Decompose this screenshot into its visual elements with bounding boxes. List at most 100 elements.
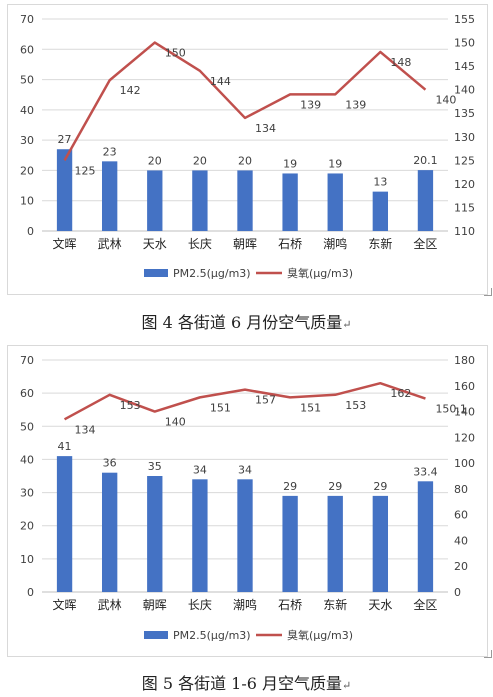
y-left-tick-label: 70 xyxy=(20,13,34,26)
caption-text: 图 4 各街道 6 月份空气质量 xyxy=(141,313,343,332)
x-tick-label: 长庆 xyxy=(188,598,212,612)
x-tick-label: 长庆 xyxy=(188,237,212,251)
bar xyxy=(327,495,343,592)
bar xyxy=(327,173,343,231)
y-left-tick-label: 60 xyxy=(20,387,34,400)
legend-swatch-pm25 xyxy=(144,631,168,639)
bar-data-label: 13 xyxy=(373,176,387,189)
bar-data-label: 20 xyxy=(238,154,252,167)
y-right-tick-label: 150 xyxy=(454,37,475,50)
line-data-label: 140 xyxy=(435,94,456,107)
line-data-label: 148 xyxy=(390,56,411,69)
line-data-label: 150 xyxy=(165,47,186,60)
y-right-tick-label: 160 xyxy=(454,380,475,393)
x-tick-label: 朝晖 xyxy=(233,237,257,251)
y-right-tick-label: 125 xyxy=(454,154,475,167)
figure-caption-jan-jun: 图 5 各街道 1-6 月空气质量↵ xyxy=(0,670,493,694)
line-data-label: 139 xyxy=(345,98,366,111)
x-tick-label: 全区 xyxy=(413,236,437,251)
legend-label-ozone: 臭氧(μg/m3) xyxy=(287,628,353,642)
line-data-label: 153 xyxy=(345,399,366,412)
bar-data-label: 34 xyxy=(238,463,252,476)
y-left-tick-label: 40 xyxy=(20,453,34,466)
page-corner-mark xyxy=(484,288,492,296)
legend-label-pm25: PM2.5(μg/m3) xyxy=(173,267,251,280)
y-right-tick-label: 20 xyxy=(454,560,468,573)
line-data-label: 150.1 xyxy=(435,403,467,416)
y-left-tick-label: 30 xyxy=(20,487,34,500)
caption-text: 图 5 各街道 1-6 月空气质量 xyxy=(141,674,343,693)
ozone-series-line xyxy=(63,381,426,421)
x-tick-label: 文晖 xyxy=(53,236,77,251)
line-data-label: 125 xyxy=(75,164,96,177)
ozone-series-line xyxy=(63,41,427,161)
line-data-label: 140 xyxy=(165,416,186,429)
y-left-tick-label: 50 xyxy=(20,420,34,433)
y-right-tick-label: 100 xyxy=(454,457,475,470)
line-data-label: 162 xyxy=(390,387,411,400)
y-right-tick-label: 120 xyxy=(454,178,475,191)
bar-data-label: 29 xyxy=(373,480,387,493)
line-data-label: 139 xyxy=(300,98,321,111)
line-data-label: 157 xyxy=(255,394,276,407)
bar-data-label: 36 xyxy=(103,457,117,470)
page-corner-mark xyxy=(484,650,492,658)
line-data-label: 144 xyxy=(210,75,231,88)
line-data-label: 142 xyxy=(120,84,141,97)
return-mark-icon: ↵ xyxy=(342,318,352,331)
bar xyxy=(56,149,73,231)
y-right-tick-label: 40 xyxy=(454,534,468,547)
bar xyxy=(147,476,163,592)
x-tick-label: 石桥 xyxy=(278,237,302,251)
chart-panel-jan-jun: 0 10 20 30 40 50 60 70 0 20 40 60 80 100 120 140 160 180 4… xyxy=(7,345,488,657)
legend-label-ozone: 臭氧(μg/m3) xyxy=(287,266,353,280)
x-tick-label: 武林 xyxy=(98,237,122,251)
line-data-label: 151 xyxy=(300,401,321,414)
bar xyxy=(417,481,434,592)
x-tick-label: 天水 xyxy=(143,237,167,251)
chart-june-svg: 0102030405060701101151201251301351401451… xyxy=(20,13,475,280)
x-tick-label: 文晖 xyxy=(53,597,77,612)
y-left-tick-label: 70 xyxy=(20,354,34,367)
line-data-label: 134 xyxy=(75,423,96,436)
bar-data-label: 20.1 xyxy=(413,154,438,167)
y-right-tick-label: 145 xyxy=(454,60,475,73)
bar-data-label: 29 xyxy=(283,480,297,493)
chart-panel-june: 0 10 20 30 40 50 60 70 110 115 120 125 130 135 140 145 1… xyxy=(7,4,488,295)
bar xyxy=(56,456,73,592)
y-left-tick-label: 0 xyxy=(27,586,34,599)
y-right-tick-label: 0 xyxy=(454,586,461,599)
y-right-tick-label: 155 xyxy=(454,13,475,26)
bar xyxy=(372,191,389,231)
y-right-tick-label: 115 xyxy=(454,201,475,214)
y-right-tick-label: 135 xyxy=(454,107,475,120)
y-left-tick-label: 30 xyxy=(20,134,34,147)
bar xyxy=(282,173,298,231)
x-tick-label: 朝晖 xyxy=(143,598,167,612)
legend-label-pm25: PM2.5(μg/m3) xyxy=(173,629,251,642)
bar xyxy=(101,161,118,231)
bar-data-label: 19 xyxy=(328,157,342,170)
chart-jan-jun-svg: 0 10 20 30 40 50 60 70 0 20 40 60 80 100 120 140 160 180 4… xyxy=(20,354,475,642)
bar-data-label: 19 xyxy=(283,157,297,170)
y-left-tick-label: 50 xyxy=(20,74,34,87)
y-left-tick-label: 20 xyxy=(20,520,34,533)
bar-data-label: 20 xyxy=(193,154,207,167)
bar xyxy=(237,170,253,231)
bar-data-label: 27 xyxy=(58,133,72,146)
y-left-tick-label: 40 xyxy=(20,104,34,117)
bar xyxy=(101,472,118,592)
bar xyxy=(282,495,298,592)
bar-data-label: 20 xyxy=(148,154,162,167)
bar-data-label: 41 xyxy=(58,440,72,453)
bar-data-label: 35 xyxy=(148,460,162,473)
y-left-tick-label: 20 xyxy=(20,164,34,177)
y-right-tick-label: 180 xyxy=(454,354,475,367)
bar xyxy=(372,495,389,592)
y-right-tick-label: 60 xyxy=(454,509,468,522)
return-mark-icon: ↵ xyxy=(342,679,352,692)
y-left-tick-label: 10 xyxy=(20,553,34,566)
legend-swatch-pm25 xyxy=(144,269,168,277)
x-tick-label: 东新 xyxy=(323,597,347,612)
line-data-label: 153 xyxy=(120,399,141,412)
